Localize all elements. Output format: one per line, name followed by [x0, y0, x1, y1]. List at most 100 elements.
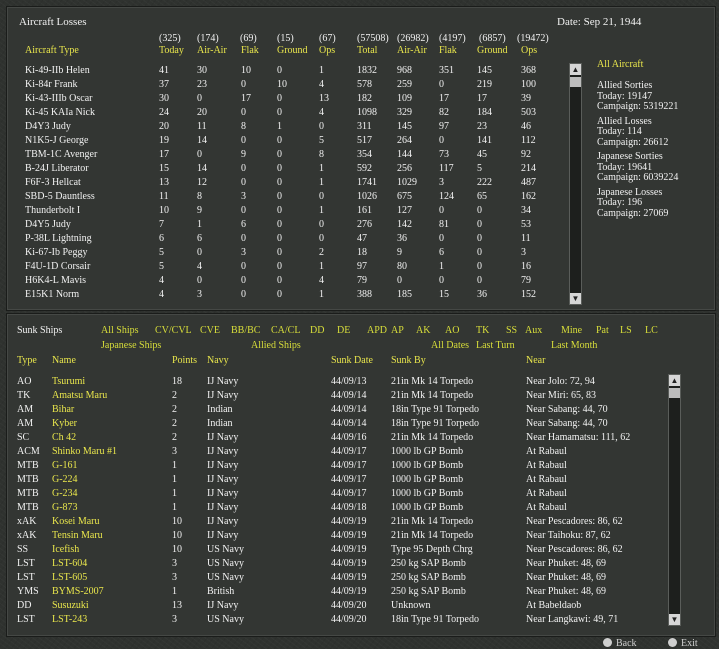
filter-ls[interactable]: LS — [620, 325, 632, 336]
aircraft-row[interactable]: D4Y5 Judy 7 1 6 0 0 276 142 81 0 53 — [7, 219, 567, 233]
column-header[interactable]: Ops — [521, 45, 538, 56]
column-header[interactable]: Ops — [319, 45, 336, 56]
ship-name-link[interactable]: Bihar — [52, 404, 75, 415]
ship-name-link[interactable]: Ch 42 — [52, 432, 77, 443]
ship-name-link[interactable]: Shinko Maru #1 — [52, 446, 117, 457]
ship-name-link[interactable]: Tensin Maru — [52, 530, 103, 541]
aircraft-row[interactable]: E15K1 Norm 4 3 0 0 1 388 185 15 36 152 — [7, 289, 567, 303]
ship-row[interactable]: TK Amatsu Maru 2 IJ Navy 44/09/14 21in Mk 14 … — [7, 390, 657, 404]
ship-name-link[interactable]: G-873 — [52, 502, 78, 513]
column-header[interactable]: Flak — [241, 45, 259, 56]
aircraft-row[interactable]: Ki-84r Frank 37 23 0 10 4 578 259 0 219 100 — [7, 79, 567, 93]
filter-last-turn[interactable]: Last Turn — [476, 340, 515, 351]
ship-name-link[interactable]: Kosei Maru — [52, 516, 100, 527]
scroll-thumb[interactable] — [669, 388, 680, 398]
aircraft-row[interactable]: H6K4-L Mavis 4 0 0 0 4 79 0 0 0 79 — [7, 275, 567, 289]
ship-row[interactable]: LST LST-605 3 US Navy 44/09/19 250 kg SAP Bom… — [7, 572, 657, 586]
column-header[interactable]: Flak — [439, 45, 457, 56]
ship-row[interactable]: MTB G-873 1 IJ Navy 44/09/18 1000 lb GP Bomb A… — [7, 502, 657, 516]
filter-aux[interactable]: Aux — [525, 325, 543, 336]
ship-name-link[interactable]: G-234 — [52, 488, 78, 499]
scroll-up-icon[interactable]: ▲ — [669, 375, 680, 386]
ship-row[interactable]: LST LST-243 3 US Navy 44/09/20 18in Type 91 T… — [7, 614, 657, 628]
ship-name-link[interactable]: Tsurumi — [52, 376, 86, 387]
column-header[interactable]: Ground — [477, 45, 508, 56]
back-button[interactable]: Back — [603, 638, 637, 649]
column-header[interactable]: Ground — [277, 45, 308, 56]
aircraft-row[interactable]: N1K5-J George 19 14 0 0 5 517 264 0 141 112 — [7, 135, 567, 149]
scroll-down-icon[interactable]: ▼ — [669, 614, 680, 625]
aircraft-row[interactable]: F6F-3 Hellcat 13 12 0 0 1 1741 1029 3 222 487 — [7, 177, 567, 191]
ship-column-header[interactable]: Navy — [207, 355, 229, 366]
filter-tk[interactable]: TK — [476, 325, 490, 336]
filter-cv-cvl[interactable]: CV/CVL — [155, 325, 192, 336]
ships-scrollbar[interactable]: ▲ ▼ — [668, 374, 681, 626]
filter-apd[interactable]: APD — [367, 325, 388, 336]
ship-name-link[interactable]: Kyber — [52, 418, 77, 429]
ship-row[interactable]: AM Kyber 2 Indian 44/09/14 18in Type 91 Torpe… — [7, 418, 657, 432]
aircraft-row[interactable]: TBM-1C Avenger 17 0 9 0 8 354 144 73 45 92 — [7, 149, 567, 163]
ship-row[interactable]: AO Tsurumi 18 IJ Navy 44/09/13 21in Mk 14 Tor… — [7, 376, 657, 390]
filter-all-dates[interactable]: All Dates — [431, 340, 470, 351]
aircraft-row[interactable]: Ki-45 KAIa Nick 24 20 0 0 4 1098 329 82 184 503 — [7, 107, 567, 121]
filter-last-month[interactable]: Last Month — [551, 340, 598, 351]
filter-ss[interactable]: SS — [506, 325, 518, 336]
exit-button[interactable]: Exit — [668, 638, 698, 649]
filter-ca-cl[interactable]: CA/CL — [271, 325, 301, 336]
filter-ak[interactable]: AK — [416, 325, 431, 336]
filter-pat[interactable]: Pat — [596, 325, 609, 336]
ship-row[interactable]: YMS BYMS-2007 1 British 44/09/19 250 kg SAP B… — [7, 586, 657, 600]
ship-column-header[interactable]: Name — [52, 355, 76, 366]
aircraft-row[interactable]: Ki-49-IIb Helen 41 30 10 0 1 1832 968 351 145 368 — [7, 65, 567, 79]
ship-row[interactable]: AM Bihar 2 Indian 44/09/14 18in Type 91 Torpe… — [7, 404, 657, 418]
filter-lc[interactable]: LC — [645, 325, 658, 336]
filter-de[interactable]: DE — [337, 325, 351, 336]
ship-name-link[interactable]: LST-604 — [52, 558, 88, 569]
ship-name-link[interactable]: Amatsu Maru — [52, 390, 108, 401]
filter-ap[interactable]: AP — [391, 325, 404, 336]
aircraft-row[interactable]: D4Y3 Judy 20 11 8 1 0 311 145 97 23 46 — [7, 121, 567, 135]
ship-row[interactable]: DD Susuzuki 13 IJ Navy 44/09/20 Unknown At Bab… — [7, 600, 657, 614]
ship-name-link[interactable]: G-224 — [52, 474, 78, 485]
ship-row[interactable]: MTB G-161 1 IJ Navy 44/09/17 1000 lb GP Bomb A… — [7, 460, 657, 474]
filter-allied-ships[interactable]: Allied Ships — [251, 340, 301, 351]
filter-bb-bc[interactable]: BB/BC — [231, 325, 261, 336]
filter-cve[interactable]: CVE — [200, 325, 220, 336]
ship-name-link[interactable]: Icefish — [52, 544, 80, 555]
column-header[interactable]: Today — [159, 45, 184, 56]
ship-name-link[interactable]: G-161 — [52, 460, 78, 471]
column-header[interactable]: Total — [357, 45, 378, 56]
aircraft-row[interactable]: Ki-67-Ib Peggy 5 0 3 0 2 18 9 6 0 3 — [7, 247, 567, 261]
filter-all-ships[interactable]: All Ships — [101, 325, 139, 336]
ship-row[interactable]: xAK Tensin Maru 10 IJ Navy 44/09/19 21in Mk 1… — [7, 530, 657, 544]
ship-row[interactable]: LST LST-604 3 US Navy 44/09/19 250 kg SAP Bom… — [7, 558, 657, 572]
filter-mine[interactable]: Mine — [561, 325, 583, 336]
column-header[interactable]: Air-Air — [397, 45, 427, 56]
aircraft-row[interactable]: B-24J Liberator 15 14 0 0 1 592 256 117 5 214 — [7, 163, 567, 177]
ship-column-header[interactable]: Type — [17, 355, 37, 366]
filter-dd[interactable]: DD — [310, 325, 325, 336]
ship-row[interactable]: SC Ch 42 2 IJ Navy 44/09/16 21in Mk 14 Torped… — [7, 432, 657, 446]
ship-column-header[interactable]: Points — [172, 355, 198, 366]
aircraft-row[interactable]: Ki-43-IIIb Oscar 30 0 17 0 13 182 109 17 17 39 — [7, 93, 567, 107]
scroll-down-icon[interactable]: ▼ — [570, 293, 581, 304]
ship-column-header[interactable]: Sunk Date — [331, 355, 373, 366]
scroll-up-icon[interactable]: ▲ — [570, 64, 581, 75]
ship-column-header[interactable]: Sunk By — [391, 355, 426, 366]
aircraft-row[interactable]: P-38L Lightning 6 6 0 0 0 47 36 0 0 11 — [7, 233, 567, 247]
aircraft-scrollbar[interactable]: ▲ ▼ — [569, 63, 582, 305]
ship-name-link[interactable]: BYMS-2007 — [52, 586, 104, 597]
ship-name-link[interactable]: LST-243 — [52, 614, 88, 625]
aircraft-row[interactable]: Thunderbolt I 10 9 0 0 1 161 127 0 0 34 — [7, 205, 567, 219]
ship-row[interactable]: SS Icefish 10 US Navy 44/09/19 Type 95 Depth … — [7, 544, 657, 558]
aircraft-row[interactable]: F4U-1D Corsair 5 4 0 0 1 97 80 1 0 16 — [7, 261, 567, 275]
ship-name-link[interactable]: Susuzuki — [52, 600, 89, 611]
ship-row[interactable]: xAK Kosei Maru 10 IJ Navy 44/09/19 21in Mk 14… — [7, 516, 657, 530]
column-header[interactable]: Air-Air — [197, 45, 227, 56]
filter-japanese-ships[interactable]: Japanese Ships — [101, 340, 162, 351]
ship-name-link[interactable]: LST-605 — [52, 572, 88, 583]
ship-row[interactable]: MTB G-234 1 IJ Navy 44/09/17 1000 lb GP Bomb A… — [7, 488, 657, 502]
ship-column-header[interactable]: Near — [526, 355, 546, 366]
column-header[interactable]: Aircraft Type — [25, 45, 79, 56]
all-aircraft-link[interactable]: All Aircraft — [597, 59, 644, 70]
